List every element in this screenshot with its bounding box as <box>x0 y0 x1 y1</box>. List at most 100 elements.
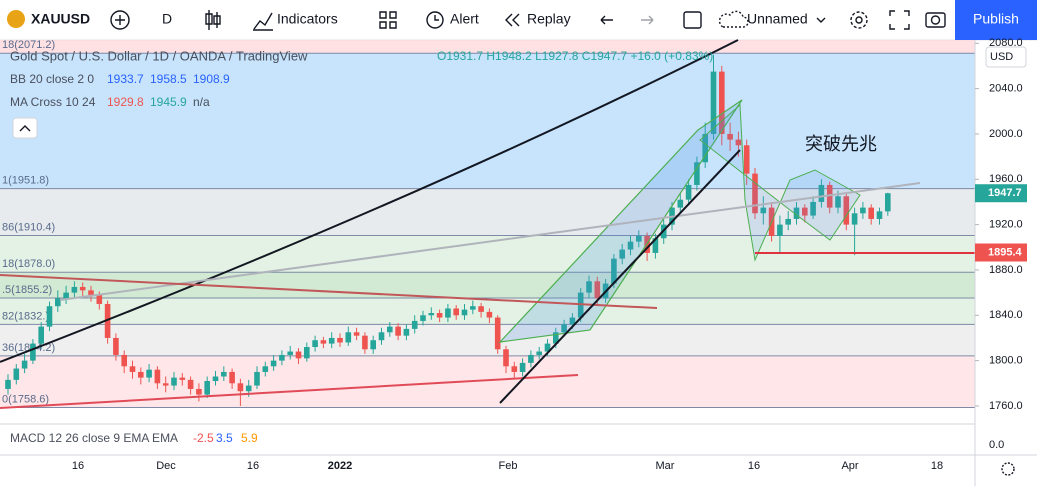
y-tick-label: 1840.0 <box>989 309 1023 321</box>
candle-body <box>121 354 127 367</box>
settings-button[interactable] <box>850 11 868 29</box>
price-badge <box>975 184 1027 203</box>
candle-body <box>187 379 194 389</box>
axis-settings-button[interactable] <box>1001 462 1015 476</box>
y-tick-label: 1960.0 <box>989 173 1023 185</box>
y-tick-label: 1920.0 <box>989 219 1023 231</box>
candle-body <box>652 238 659 253</box>
candle-body <box>88 290 94 295</box>
candle-body <box>802 207 808 216</box>
pattern <box>699 103 861 262</box>
indicator-value: 1908.9 <box>193 72 230 86</box>
toolbar <box>0 0 1037 40</box>
candle-body <box>320 340 327 344</box>
candle-body <box>162 383 169 386</box>
candle-body <box>204 381 210 395</box>
candle-body <box>519 362 526 372</box>
candle-body <box>378 332 385 341</box>
candle-body <box>55 298 61 307</box>
candle-body <box>270 360 277 367</box>
x-tick-label: 18 <box>931 460 943 472</box>
channel <box>498 99 743 343</box>
collapse-legend-button[interactable] <box>12 117 38 139</box>
publish-button[interactable]: Publish <box>955 0 1037 40</box>
candle-body <box>528 354 534 363</box>
y-tick-label: 1760.0 <box>989 400 1023 412</box>
indicator-name: MA Cross 10 24 <box>10 95 96 109</box>
fullscreen-select-button[interactable] <box>683 11 702 29</box>
symbol-button[interactable]: XAUUSD <box>7 10 90 28</box>
candle-body <box>403 328 410 336</box>
fullscreen-button[interactable] <box>889 10 910 30</box>
candle-body <box>154 369 161 384</box>
fib-label: 18(2071.2) <box>2 39 55 51</box>
candle-body <box>395 326 401 336</box>
candle-body <box>677 199 684 208</box>
interval-button[interactable]: D <box>162 11 172 27</box>
indicator-value: 1958.5 <box>150 72 187 86</box>
candle-body <box>843 196 850 225</box>
snapshot-button[interactable] <box>925 12 946 28</box>
layout-button[interactable]: Unnamed <box>718 11 826 28</box>
y-tick-label: 2040.0 <box>989 83 1023 95</box>
legend: Gold Spot / U.S. Dollar / 1D / OANDA / T… <box>10 48 713 139</box>
indicator-value: n/a <box>193 95 210 109</box>
candle-body <box>179 377 186 380</box>
fib-band <box>0 272 975 299</box>
candle-body <box>221 371 227 377</box>
alert-button[interactable]: Alert <box>426 11 479 29</box>
resistance-line <box>0 274 658 309</box>
candle-body <box>295 351 302 359</box>
currency-button[interactable]: USD <box>985 46 1027 68</box>
fib-band <box>0 53 975 189</box>
candle-body <box>229 371 235 384</box>
candle-body <box>503 349 509 367</box>
fib-label: 18(1878.0) <box>2 258 55 270</box>
candle-body <box>868 207 874 219</box>
trend-line <box>499 149 741 404</box>
candle-body <box>287 351 293 355</box>
candle-body <box>362 335 368 350</box>
redo-button[interactable] <box>641 15 654 25</box>
indicator-value: 1929.8 <box>107 95 144 109</box>
candle-body <box>876 211 883 219</box>
x-tick-label: Dec <box>156 460 176 472</box>
compare-button[interactable] <box>110 10 130 30</box>
candle-body <box>5 379 11 389</box>
price-badge-label: 1895.4 <box>988 246 1023 258</box>
candle-body <box>586 281 592 293</box>
x-tick-label: 16 <box>247 460 259 472</box>
candle-body <box>345 332 352 343</box>
candle-body <box>777 224 783 236</box>
candle-body <box>387 326 393 333</box>
candle-body <box>13 368 20 380</box>
candle-body <box>818 184 825 202</box>
x-tick-label: Mar <box>656 460 675 472</box>
candle-body <box>702 133 708 163</box>
candle-body <box>245 385 252 392</box>
candle-body <box>420 315 426 321</box>
undo-button[interactable] <box>600 15 613 25</box>
curve-line <box>0 39 739 363</box>
x-tick-label: 16 <box>748 460 760 472</box>
currency: USD <box>990 51 1013 63</box>
y-tick-label: 2000.0 <box>989 128 1023 140</box>
candle-body <box>752 173 758 214</box>
x-tick-label: Apr <box>841 460 858 472</box>
indicators-button[interactable]: Indicators <box>253 11 338 31</box>
chart-pane[interactable]: 18(2071.2) 1(1951.8) 86(1910.4) 18(1878.0).… <box>0 39 975 409</box>
trend-line <box>59 182 921 301</box>
candle-body <box>146 369 152 378</box>
templates-button[interactable] <box>379 11 397 29</box>
replay-button[interactable]: Replay <box>505 11 571 27</box>
chart-type-button[interactable] <box>205 10 221 30</box>
drawings: 突破先兆 <box>0 39 975 409</box>
candle-body <box>851 213 858 225</box>
candle-body <box>627 241 634 250</box>
candle-body <box>262 366 269 372</box>
replay-label: Replay <box>527 11 571 27</box>
candle-body <box>30 343 36 361</box>
symbol-logo <box>7 10 25 28</box>
candle-body <box>694 162 700 185</box>
